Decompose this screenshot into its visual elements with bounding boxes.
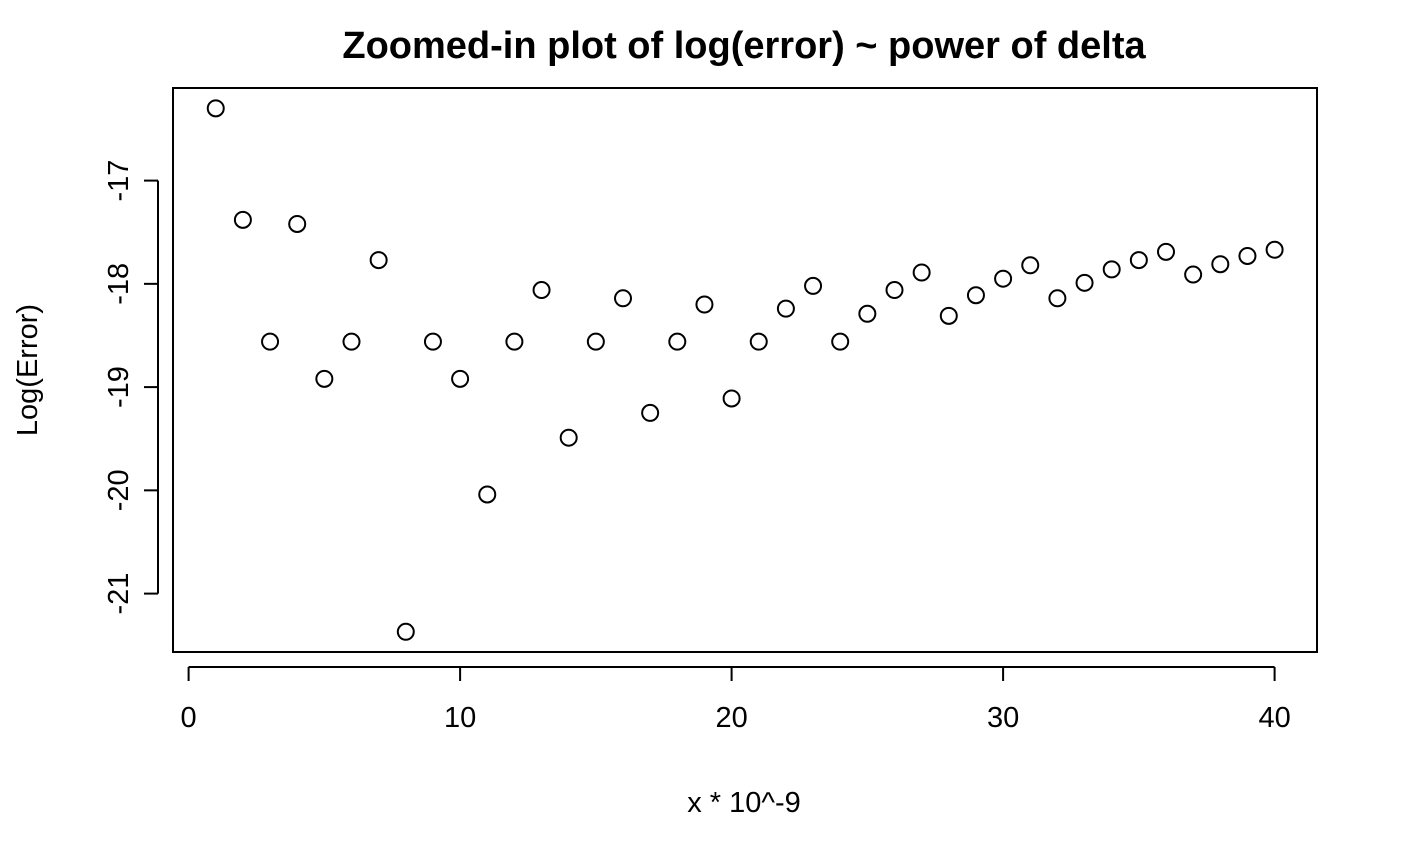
data-point xyxy=(994,269,1013,288)
data-point xyxy=(1129,251,1148,270)
data-point xyxy=(1184,265,1203,284)
data-point xyxy=(939,306,958,325)
y-tick-label: -19 xyxy=(103,366,135,408)
y-tick-label: -18 xyxy=(103,263,135,305)
data-point xyxy=(912,263,931,282)
data-points xyxy=(206,99,1284,641)
data-point xyxy=(532,281,551,300)
data-point xyxy=(1211,255,1230,274)
x-tick-label: 0 xyxy=(181,702,197,734)
x-axis-title: x * 10^-9 xyxy=(687,787,801,819)
data-point xyxy=(559,428,578,447)
x-tick-label: 30 xyxy=(987,702,1019,734)
y-tick-label: -21 xyxy=(103,573,135,615)
data-point xyxy=(722,389,741,408)
chart-title: Zoomed-in plot of log(error) ~ power of … xyxy=(342,25,1146,67)
data-point xyxy=(858,304,877,323)
data-point xyxy=(451,369,470,388)
data-point xyxy=(1102,260,1121,279)
data-point xyxy=(505,332,524,351)
data-point xyxy=(478,485,497,504)
data-point xyxy=(396,622,415,641)
data-point xyxy=(1021,256,1040,275)
data-point xyxy=(1075,273,1094,292)
x-tick-label: 20 xyxy=(715,702,747,734)
y-axis-title: Log(Error) xyxy=(12,304,44,436)
data-point xyxy=(206,99,225,118)
data-point xyxy=(966,286,985,305)
x-axis: 0 10 20 30 40 xyxy=(181,666,1291,734)
data-point xyxy=(342,332,361,351)
data-point xyxy=(315,369,334,388)
y-axis: -17 -18 -19 -20 -21 xyxy=(103,160,159,615)
data-point xyxy=(614,289,632,308)
data-point xyxy=(1157,242,1175,261)
plot-area xyxy=(172,87,1318,653)
data-point xyxy=(804,276,823,295)
data-point xyxy=(885,281,904,300)
x-tick-label: 40 xyxy=(1258,702,1290,734)
data-point xyxy=(261,332,280,351)
data-point xyxy=(776,299,795,318)
data-point xyxy=(641,403,660,422)
data-point xyxy=(233,210,252,229)
data-point xyxy=(1265,240,1284,259)
data-point xyxy=(1048,289,1067,308)
data-point xyxy=(668,332,687,351)
data-point xyxy=(695,295,714,314)
data-point xyxy=(288,214,307,233)
y-tick-label: -17 xyxy=(103,160,135,202)
data-point xyxy=(831,332,850,351)
y-tick-label: -20 xyxy=(103,469,135,511)
data-point xyxy=(369,251,388,270)
data-point xyxy=(586,332,605,351)
data-point xyxy=(423,332,442,351)
x-tick-label: 10 xyxy=(444,702,476,734)
data-point xyxy=(1238,246,1257,265)
data-point xyxy=(749,332,768,351)
